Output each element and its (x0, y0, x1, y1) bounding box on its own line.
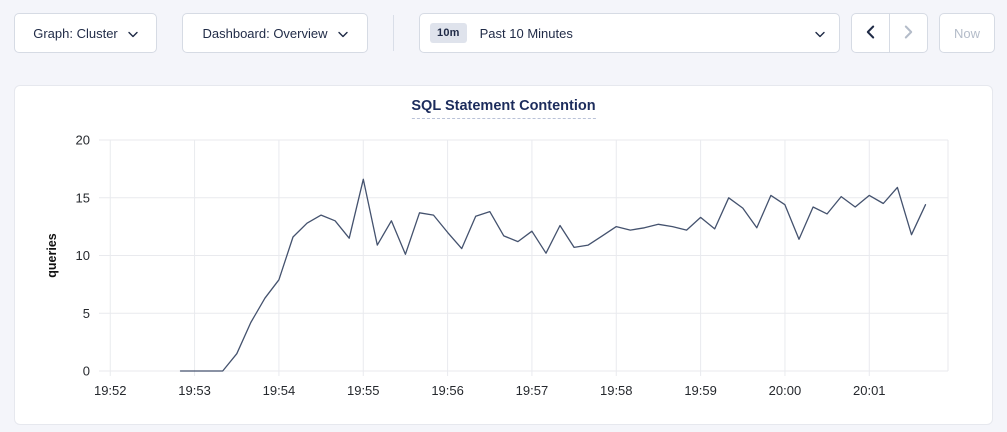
x-tick-label: 20:01 (853, 383, 886, 398)
chevron-down-icon (337, 26, 348, 41)
graph-dropdown-label: Graph: Cluster (33, 25, 118, 41)
toolbar: Graph: Cluster Dashboard: Overview 10m P… (0, 0, 1007, 70)
chevron-down-icon (815, 26, 825, 41)
x-tick-label: 19:58 (600, 383, 633, 398)
chart-title[interactable]: SQL Statement Contention (411, 98, 596, 119)
time-back-button[interactable] (852, 14, 889, 52)
x-tick-label: 19:56 (431, 383, 464, 398)
chart-plot[interactable]: 0 5 10 15 20 19:52 19:53 19:54 19:55 19:56 19:57 19… (15, 86, 992, 424)
toolbar-divider (393, 15, 394, 51)
x-tick-label: 19:54 (263, 383, 296, 398)
chevron-right-icon (904, 25, 913, 42)
dashboard-dropdown-label: Dashboard: Overview (202, 25, 328, 41)
x-tick-label: 19:52 (94, 383, 127, 398)
time-range-label: Past 10 Minutes (479, 25, 573, 41)
time-forward-button[interactable] (889, 14, 927, 52)
chevron-down-icon (128, 26, 138, 41)
x-tick-label: 19:57 (516, 383, 549, 398)
dashboard-dropdown[interactable]: Dashboard: Overview (182, 13, 368, 53)
series-line (179, 178, 927, 372)
time-nav-group (851, 13, 928, 53)
now-button[interactable]: Now (939, 13, 995, 53)
y-axis-label: queries (45, 233, 59, 278)
x-tick-label: 20:00 (769, 383, 802, 398)
chevron-left-icon (866, 25, 875, 42)
time-range-selector[interactable]: 10m Past 10 Minutes (419, 13, 840, 53)
y-tick-label: 20 (76, 133, 90, 148)
graph-dropdown[interactable]: Graph: Cluster (14, 13, 157, 53)
y-tick-label: 10 (76, 248, 90, 263)
y-tick-label: 0 (83, 364, 90, 379)
x-tick-label: 19:53 (178, 383, 211, 398)
time-range-badge: 10m (430, 23, 467, 43)
chart-card: 0 5 10 15 20 19:52 19:53 19:54 19:55 19:56 19:57 19… (14, 85, 993, 425)
y-tick-label: 15 (76, 190, 90, 205)
y-tick-label: 5 (83, 306, 90, 321)
x-tick-label: 19:55 (347, 383, 380, 398)
x-tick-label: 19:59 (684, 383, 717, 398)
